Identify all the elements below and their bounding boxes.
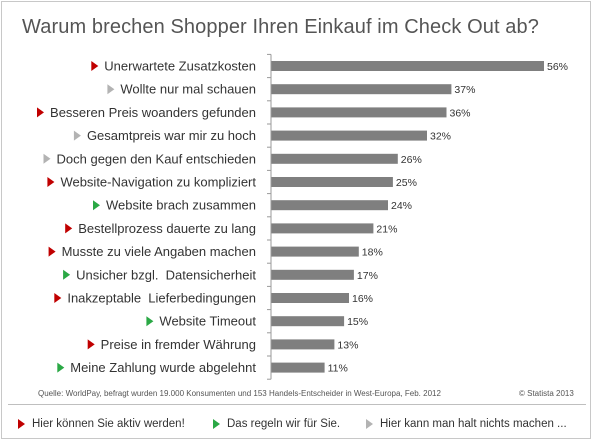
bar (271, 246, 359, 257)
legend-item-green: Das regeln wir für Sie. (213, 417, 340, 431)
category-label: Besseren Preis woanders gefunden (50, 105, 256, 120)
category-label: Website-Navigation zu kompliziert (60, 175, 256, 190)
value-label: 13% (337, 339, 358, 351)
bar (271, 130, 427, 141)
red-triangle-icon (54, 293, 62, 303)
legend-label-red: Hier können Sie aktiv werden! (32, 418, 185, 430)
category-label: Doch gegen den Kauf entschieden (57, 151, 257, 166)
bar (271, 200, 388, 211)
legend-item-red: Hier können Sie aktiv werden! (18, 417, 185, 431)
category-label: Preise in fremder Währung (101, 337, 256, 352)
value-label: 24% (391, 200, 412, 212)
category-label: Musste zu viele Angaben machen (62, 244, 256, 259)
category-label: Website Timeout (159, 314, 256, 329)
chart-title: Warum brechen Shopper Ihren Einkauf im C… (22, 16, 539, 38)
bar (271, 269, 354, 280)
bar (271, 362, 325, 373)
bar (271, 61, 544, 71)
value-label: 37% (454, 84, 475, 96)
green-triangle-icon (63, 269, 71, 280)
red-triangle-icon (87, 339, 95, 350)
category-label: Meine Zahlung wurde abgelehnt (70, 360, 256, 375)
legend-label-green: Das regeln wir für Sie. (227, 418, 341, 430)
value-label: 11% (328, 363, 348, 375)
value-label: 16% (352, 293, 373, 305)
bar (271, 84, 452, 95)
bar (271, 153, 398, 164)
category-label: Inakzeptable Lieferbedingungen (67, 291, 256, 306)
legend-divider (8, 404, 586, 405)
green-triangle-icon (57, 362, 65, 373)
gray-triangle-icon (366, 419, 373, 429)
green-triangle-icon (213, 419, 220, 429)
category-label: Bestellprozess dauerte zu lang (78, 221, 256, 236)
red-triangle-icon (91, 61, 99, 71)
gray-triangle-icon (73, 130, 81, 141)
gray-triangle-icon (107, 84, 115, 95)
value-label: 17% (357, 270, 378, 282)
legend-label-gray: Hier kann man halt nichts machen ... (380, 418, 567, 430)
value-label: 15% (347, 316, 368, 328)
statista-credit: © Statista 2013 (519, 389, 574, 398)
legend-item-gray: Hier kann man halt nichts machen ... (366, 417, 567, 431)
red-triangle-icon (37, 107, 44, 118)
bar (271, 107, 447, 118)
category-label: Wollte nur mal schauen (120, 82, 256, 97)
value-label: 21% (376, 223, 397, 235)
red-triangle-icon (18, 419, 25, 429)
category-label: Website brach zusammen (106, 198, 256, 213)
bar (271, 293, 349, 303)
bar (271, 339, 335, 350)
value-label: 25% (396, 177, 417, 189)
category-label: Unerwartete Zusatzkosten (104, 59, 256, 74)
red-triangle-icon (48, 246, 56, 257)
category-label: Unsicher bzgl. Datensicherheit (76, 267, 256, 282)
gray-triangle-icon (43, 153, 51, 164)
red-triangle-icon (65, 223, 73, 234)
green-triangle-icon (93, 200, 100, 211)
source-note: Quelle: WorldPay, befragt wurden 19.000 … (38, 389, 441, 398)
value-label: 26% (401, 154, 422, 166)
value-label: 32% (430, 131, 451, 143)
green-triangle-icon (146, 316, 154, 327)
category-label: Gesamtpreis war mir zu hoch (87, 128, 256, 143)
value-label: 56% (547, 61, 568, 73)
bar (271, 177, 393, 187)
value-label: 36% (450, 107, 471, 119)
red-triangle-icon (47, 177, 55, 187)
value-label: 18% (362, 247, 383, 259)
bar (271, 316, 345, 327)
bar (271, 223, 374, 234)
